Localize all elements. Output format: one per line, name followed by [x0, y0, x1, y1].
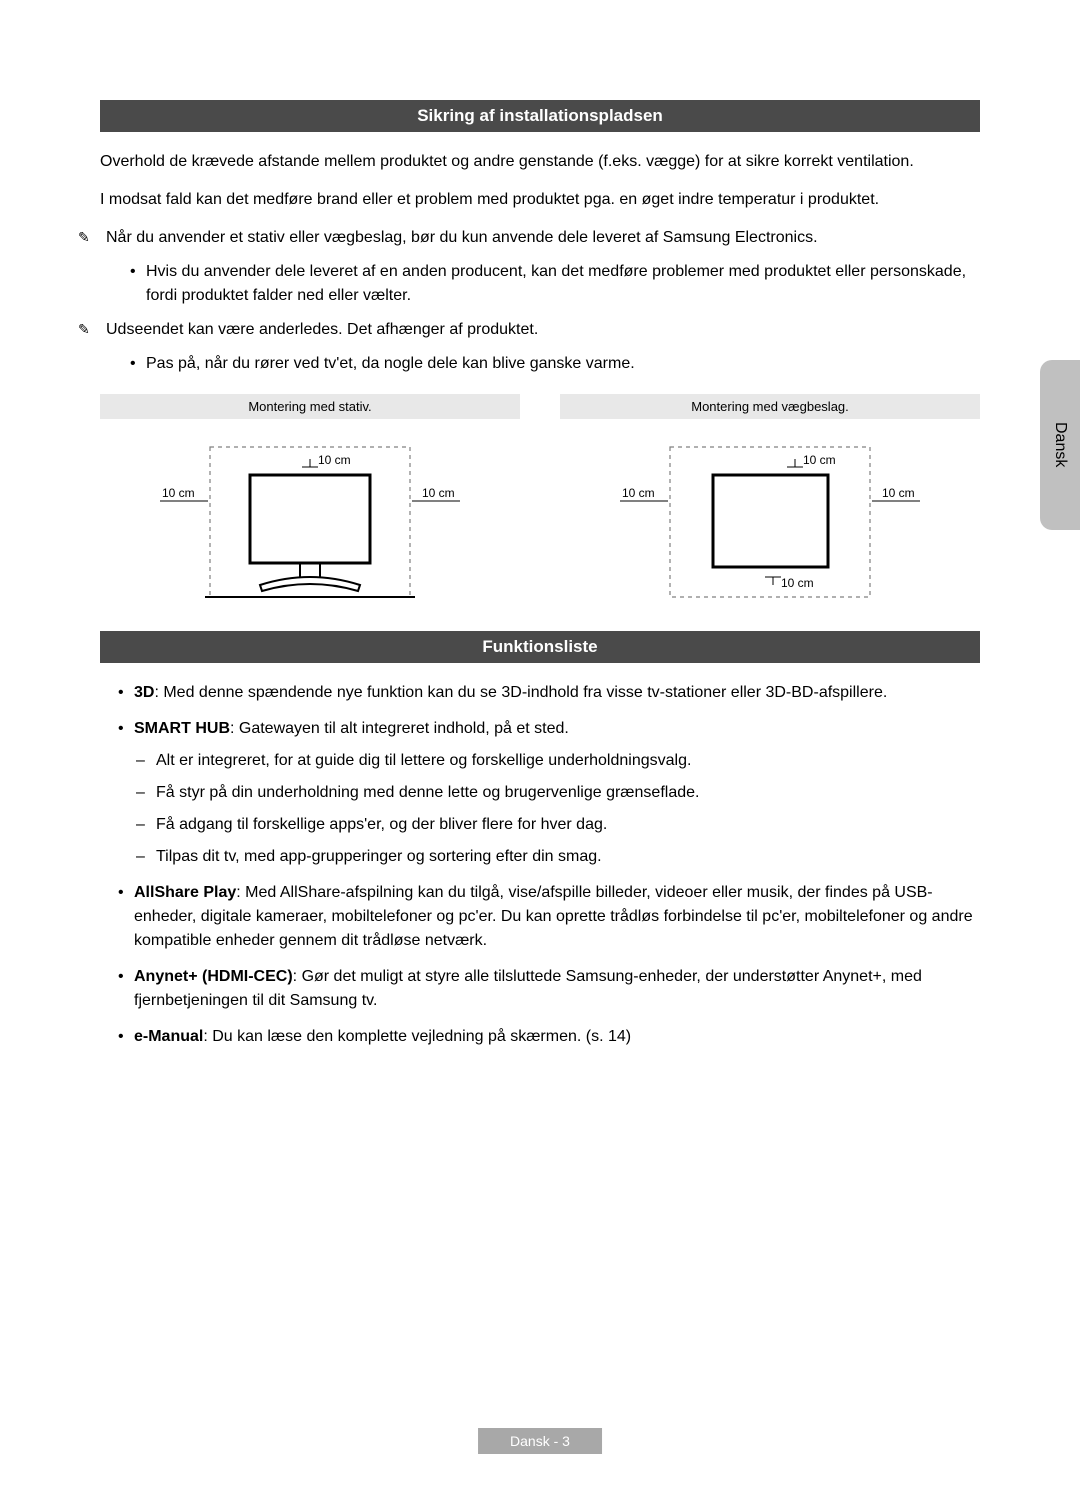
wall-top-label: 10 cm	[803, 453, 836, 467]
feature-list: 3D: Med denne spændende nye funktion kan…	[100, 681, 980, 1049]
note-2-text: Udseendet kan være anderledes. Det afhæn…	[106, 321, 538, 338]
note-1-text: Når du anvender et stativ eller vægbesla…	[106, 229, 818, 246]
diagram-stand-svg-wrap: 10 cm 10 cm 10 cm	[100, 437, 520, 607]
section-1-para-1: Overhold de krævede afstande mellem prod…	[100, 150, 980, 174]
feature-label: AllShare Play	[134, 884, 236, 901]
feature-text: : Med AllShare-afspilning kan du tilgå, …	[134, 884, 973, 949]
stand-top-label: 10 cm	[318, 453, 351, 467]
diagram-stand-col: Montering med stativ. 10 cm	[100, 394, 520, 607]
wall-bottom-label: 10 cm	[781, 576, 814, 590]
feature-label: 3D	[134, 684, 154, 701]
feature-text: : Med denne spændende nye funktion kan d…	[154, 684, 887, 701]
feature-item-emanual: e-Manual: Du kan læse den komplette vejl…	[100, 1025, 980, 1049]
section-1-bullet-1: Hvis du anvender dele leveret af en ande…	[100, 260, 980, 308]
feature-label: SMART HUB	[134, 720, 230, 737]
wall-left-label: 10 cm	[622, 486, 655, 500]
wall-diagram-svg: 10 cm 10 cm 10 cm 10 cm	[600, 437, 940, 607]
section-1-note-2: ✎Udseendet kan være anderledes. Det afhæ…	[100, 318, 980, 342]
section-2-header: Funktionsliste	[100, 631, 980, 663]
feature-text: : Du kan læse den komplette vejledning p…	[203, 1028, 631, 1045]
section-1-header: Sikring af installationspladsen	[100, 100, 980, 132]
sub-item: Få adgang til forskellige apps'er, og de…	[134, 813, 980, 837]
sub-item: Få styr på din underholdning med denne l…	[134, 781, 980, 805]
section-1-note-1: ✎Når du anvender et stativ eller vægbesl…	[100, 226, 980, 250]
feature-item-allshare: AllShare Play: Med AllShare-afspilning k…	[100, 881, 980, 953]
feature-label: e-Manual	[134, 1028, 203, 1045]
sub-item: Alt er integreret, for at guide dig til …	[134, 749, 980, 773]
stand-left-label: 10 cm	[162, 486, 195, 500]
smarthub-sublist: Alt er integreret, for at guide dig til …	[134, 749, 980, 869]
section-1-bullet-2: Pas på, når du rører ved tv'et, da nogle…	[100, 352, 980, 376]
sub-item: Tilpas dit tv, med app-grupperinger og s…	[134, 845, 980, 869]
footer-text: Dansk - 3	[510, 1433, 570, 1449]
diagrams-row: Montering med stativ. 10 cm	[100, 394, 980, 607]
feature-text: : Gatewayen til alt integreret indhold, …	[230, 720, 569, 737]
feature-label: Anynet+ (HDMI-CEC)	[134, 968, 293, 985]
wall-right-label: 10 cm	[882, 486, 915, 500]
diagram-wall-title: Montering med vægbeslag.	[560, 394, 980, 419]
feature-item-smarthub: SMART HUB: Gatewayen til alt integreret …	[100, 717, 980, 869]
document-page: Sikring af installationspladsen Overhold…	[0, 0, 1080, 1121]
diagram-wall-svg-wrap: 10 cm 10 cm 10 cm 10 cm	[560, 437, 980, 607]
stand-right-label: 10 cm	[422, 486, 455, 500]
diagram-wall-col: Montering med vægbeslag. 10 cm 10 cm 10 …	[560, 394, 980, 607]
section-1-para-2: I modsat fald kan det medføre brand elle…	[100, 188, 980, 212]
stand-diagram-svg: 10 cm 10 cm 10 cm	[140, 437, 480, 607]
page-footer: Dansk - 3	[478, 1428, 602, 1454]
feature-item-anynet: Anynet+ (HDMI-CEC): Gør det muligt at st…	[100, 965, 980, 1013]
diagram-stand-title: Montering med stativ.	[100, 394, 520, 419]
feature-item-3d: 3D: Med denne spændende nye funktion kan…	[100, 681, 980, 705]
